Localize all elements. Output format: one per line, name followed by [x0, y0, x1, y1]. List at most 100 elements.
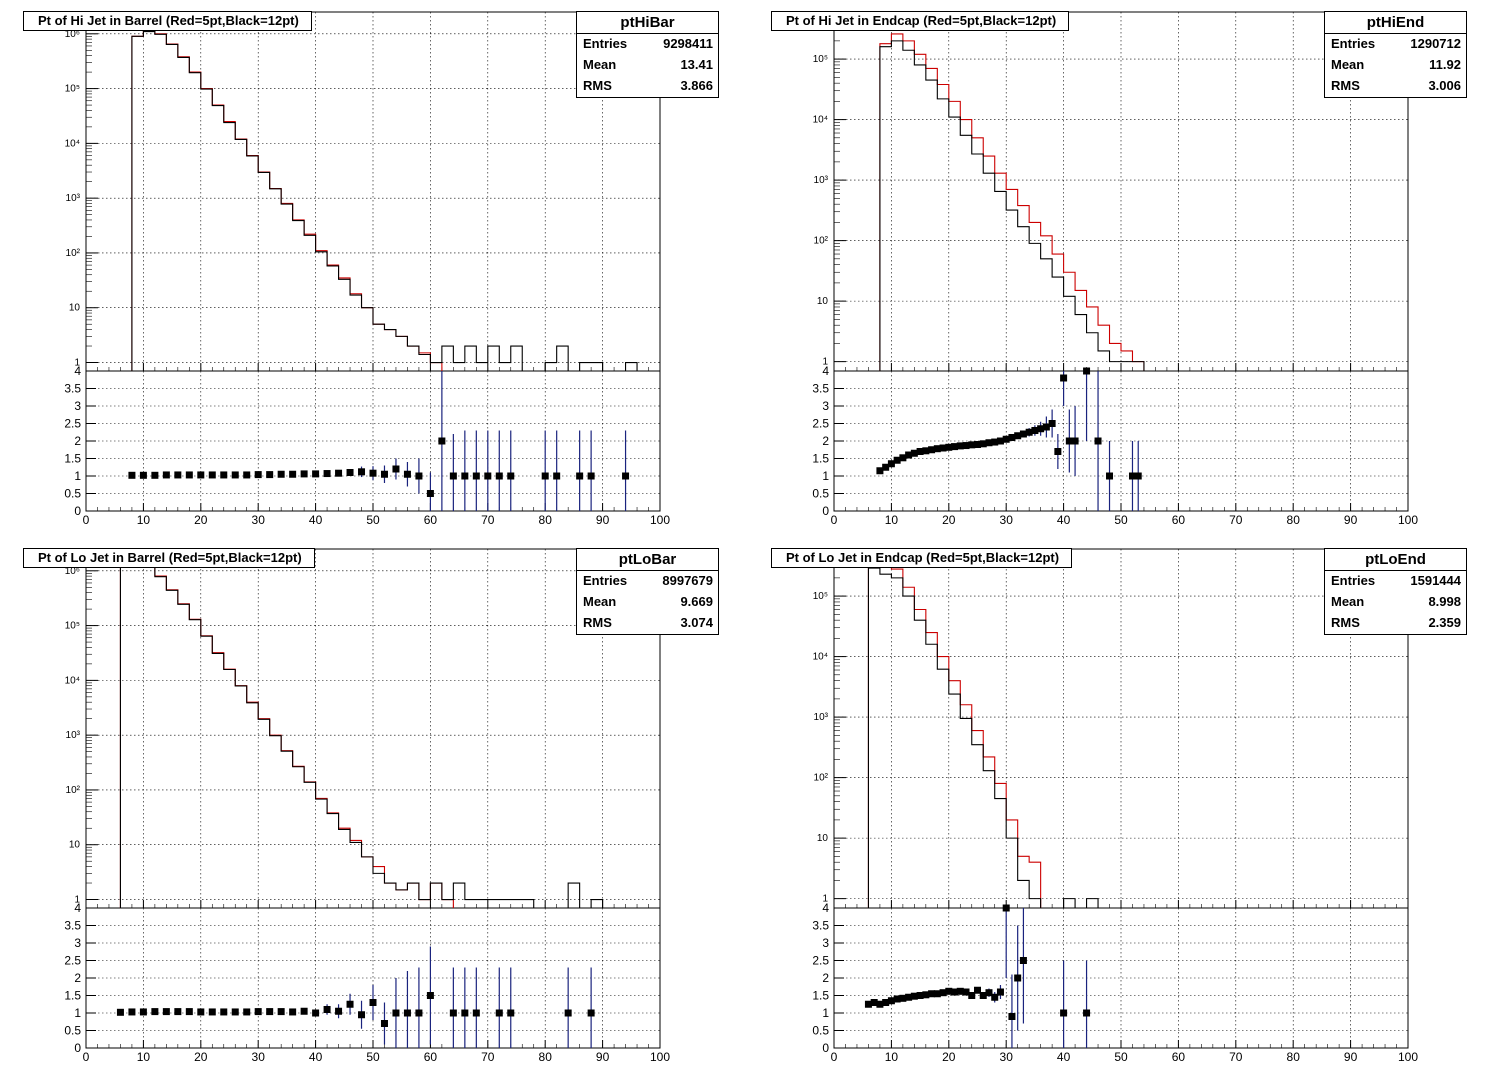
pad-lo-endcap: 0 10 20 30 40 50 60 70 80 90 100 1 10 10² 10³ 10⁴ 10⁵ 0 0.…	[748, 537, 1496, 1074]
stats-label: Entries	[1331, 573, 1376, 588]
stats-name: ptLoBar	[577, 549, 718, 571]
ratio-point	[426, 490, 434, 497]
stats-label: Mean	[583, 57, 617, 72]
ratio-point	[266, 1008, 274, 1016]
y-tick-label: 10⁵	[813, 54, 828, 65]
stats-label: Entries	[583, 573, 628, 588]
ratio-point	[220, 1008, 228, 1016]
ratio-point	[1054, 448, 1062, 455]
stats-label: Entries	[1331, 36, 1376, 51]
ratio-point	[1031, 427, 1039, 434]
ratio-point	[277, 1008, 285, 1016]
ratio-point	[933, 445, 941, 453]
y-tick-label: 2.5	[64, 954, 81, 968]
stats-value: 11.92	[1429, 57, 1461, 72]
ratio-point	[1014, 974, 1022, 982]
stats-row: RMS 3.866	[577, 76, 718, 97]
x-tick-label: 50	[366, 513, 380, 527]
stats-value: 9.669	[680, 594, 713, 609]
ratio-point	[346, 469, 354, 476]
ratio-point	[151, 1008, 159, 1016]
stats-value: 3.074	[680, 615, 713, 630]
x-tick-label: 30	[252, 1050, 266, 1064]
ratio-point	[956, 442, 964, 450]
ratio-point	[951, 443, 959, 451]
ratio-point	[553, 472, 561, 480]
ratio-point	[870, 999, 878, 1006]
ratio-point	[231, 471, 239, 479]
y-tick-label: 1.5	[64, 989, 81, 1003]
ratio-point	[882, 463, 890, 471]
ratio-point	[346, 1000, 354, 1008]
ratio-point	[438, 437, 446, 445]
stats-label: Mean	[1331, 57, 1365, 72]
ratio-point	[991, 993, 999, 1001]
y-tick-label: 1	[822, 469, 829, 483]
x-tick-label: 90	[1344, 1050, 1358, 1064]
ratio-point	[622, 472, 630, 480]
ratio-point	[1083, 1009, 1091, 1017]
histogram-black	[131, 30, 638, 371]
y-tick-label: 1	[74, 358, 80, 369]
stats-name: ptHiEnd	[1325, 12, 1466, 34]
y-tick-label: 10⁴	[813, 652, 828, 663]
ratio-point	[208, 471, 216, 479]
ratio-point	[461, 472, 469, 480]
x-tick-label: 0	[831, 513, 838, 527]
ratio-point	[968, 441, 976, 449]
x-tick-label: 70	[481, 513, 495, 527]
ratio-point	[369, 999, 377, 1006]
ratio-point	[358, 1011, 366, 1019]
y-tick-label: 10⁴	[65, 138, 80, 149]
stats-label: RMS	[583, 78, 612, 93]
y-tick-label: 0	[822, 504, 829, 518]
x-tick-label: 100	[650, 1050, 670, 1064]
ratio-point	[266, 471, 274, 479]
ratio-point	[939, 444, 947, 452]
stats-label: RMS	[1331, 78, 1360, 93]
y-tick-label: 10³	[66, 193, 81, 204]
x-tick-label: 90	[596, 513, 610, 527]
y-tick-label: 4	[74, 901, 81, 915]
x-tick-label: 40	[309, 513, 323, 527]
x-tick-label: 60	[1172, 1050, 1186, 1064]
stats-box: ptHiEnd Entries 1290712 Mean 11.92 RMS 3.00…	[1324, 11, 1467, 98]
y-tick-label: 4	[822, 901, 829, 915]
chart-lo-endcap: 0 10 20 30 40 50 60 70 80 90 10011010²10³10⁴10⁵00.…	[812, 548, 1418, 1064]
ratio-point	[1065, 437, 1073, 445]
chart-title: Pt of Hi Jet in Endcap (Red=5pt,Black=12…	[771, 11, 1070, 31]
stats-row: Entries 1591444	[1325, 571, 1466, 592]
ratio-point	[289, 1008, 297, 1016]
ratio-point	[996, 988, 1004, 996]
ratio-point	[910, 449, 918, 457]
x-tick-label: 20	[194, 1050, 208, 1064]
pad-hi-endcap: 0 10 20 30 40 50 60 70 80 90 100 1 10 10² 10³ 10⁴ 10⁵ 0 0.…	[748, 0, 1496, 537]
y-tick-label: 3.5	[64, 382, 81, 396]
ratio-point	[128, 471, 136, 479]
x-tick-label: 80	[1287, 513, 1301, 527]
stats-value: 1290712	[1410, 36, 1461, 51]
x-tick-label: 50	[366, 1050, 380, 1064]
y-tick-label: 0	[74, 504, 81, 518]
y-tick-label: 0.5	[812, 487, 829, 501]
x-tick-label: 50	[1114, 1050, 1128, 1064]
ratio-point	[922, 991, 930, 999]
ratio-point	[162, 1008, 170, 1016]
ratio-point	[335, 469, 343, 477]
ratio-point	[1128, 472, 1136, 480]
ratio-point	[358, 468, 366, 476]
y-tick-label: 1	[74, 895, 80, 906]
stats-label: Mean	[583, 594, 617, 609]
stats-row: Mean 8.998	[1325, 592, 1466, 613]
ratio-point	[985, 439, 993, 447]
y-tick-label: 1	[822, 357, 828, 368]
ratio-point	[277, 470, 285, 478]
histogram-black	[867, 567, 1099, 908]
x-tick-label: 100	[1398, 1050, 1418, 1064]
ratio-point	[335, 1007, 343, 1015]
y-tick-label: 10²	[814, 773, 829, 784]
ratio-point	[461, 1009, 469, 1017]
ratio-point	[939, 989, 947, 997]
y-tick-label: 2	[74, 434, 81, 448]
ratio-point	[1048, 420, 1056, 427]
